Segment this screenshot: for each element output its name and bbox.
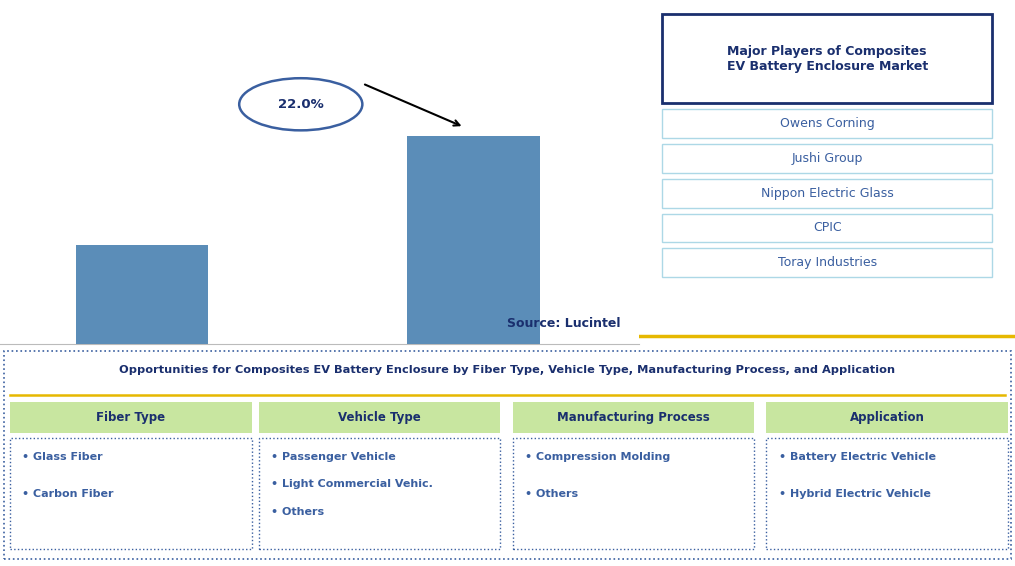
FancyBboxPatch shape xyxy=(10,402,252,433)
Text: CPIC: CPIC xyxy=(813,221,841,234)
FancyBboxPatch shape xyxy=(662,14,993,103)
FancyBboxPatch shape xyxy=(766,402,1008,433)
Text: • Hybrid Electric Vehicle: • Hybrid Electric Vehicle xyxy=(779,488,931,499)
FancyBboxPatch shape xyxy=(10,439,252,550)
Text: Owens Corning: Owens Corning xyxy=(780,117,875,130)
Text: • Others: • Others xyxy=(271,507,324,517)
Text: Fiber Type: Fiber Type xyxy=(96,411,165,424)
FancyBboxPatch shape xyxy=(662,179,993,208)
Text: • Others: • Others xyxy=(525,488,578,499)
FancyBboxPatch shape xyxy=(662,109,993,138)
Text: • Glass Fiber: • Glass Fiber xyxy=(22,452,103,462)
FancyBboxPatch shape xyxy=(4,351,1011,559)
FancyBboxPatch shape xyxy=(662,214,993,242)
FancyBboxPatch shape xyxy=(662,144,993,173)
Text: Jushi Group: Jushi Group xyxy=(792,152,863,165)
Text: Application: Application xyxy=(850,411,925,424)
Text: Toray Industries: Toray Industries xyxy=(777,256,877,269)
Text: • Carbon Fiber: • Carbon Fiber xyxy=(22,488,114,499)
Text: 22.0%: 22.0% xyxy=(278,98,324,111)
Text: Major Players of Composites
EV Battery Enclosure Market: Major Players of Composites EV Battery E… xyxy=(727,45,928,72)
Bar xyxy=(407,136,540,344)
Text: Manufacturing Process: Manufacturing Process xyxy=(557,411,709,424)
FancyBboxPatch shape xyxy=(766,439,1008,550)
FancyBboxPatch shape xyxy=(513,439,754,550)
FancyBboxPatch shape xyxy=(259,402,500,433)
Text: Nippon Electric Glass: Nippon Electric Glass xyxy=(761,187,893,200)
Text: • Light Commercial Vehic.: • Light Commercial Vehic. xyxy=(271,479,432,490)
Text: • Battery Electric Vehicle: • Battery Electric Vehicle xyxy=(779,452,936,462)
Bar xyxy=(76,245,208,344)
Text: Source: Lucintel: Source: Lucintel xyxy=(506,318,620,331)
Text: • Compression Molding: • Compression Molding xyxy=(525,452,670,462)
Text: • Passenger Vehicle: • Passenger Vehicle xyxy=(271,452,396,462)
FancyBboxPatch shape xyxy=(259,439,500,550)
Text: Opportunities for Composites EV Battery Enclosure by Fiber Type, Vehicle Type, M: Opportunities for Composites EV Battery … xyxy=(120,365,895,375)
Text: Vehicle Type: Vehicle Type xyxy=(338,411,421,424)
FancyBboxPatch shape xyxy=(662,248,993,277)
FancyBboxPatch shape xyxy=(513,402,754,433)
